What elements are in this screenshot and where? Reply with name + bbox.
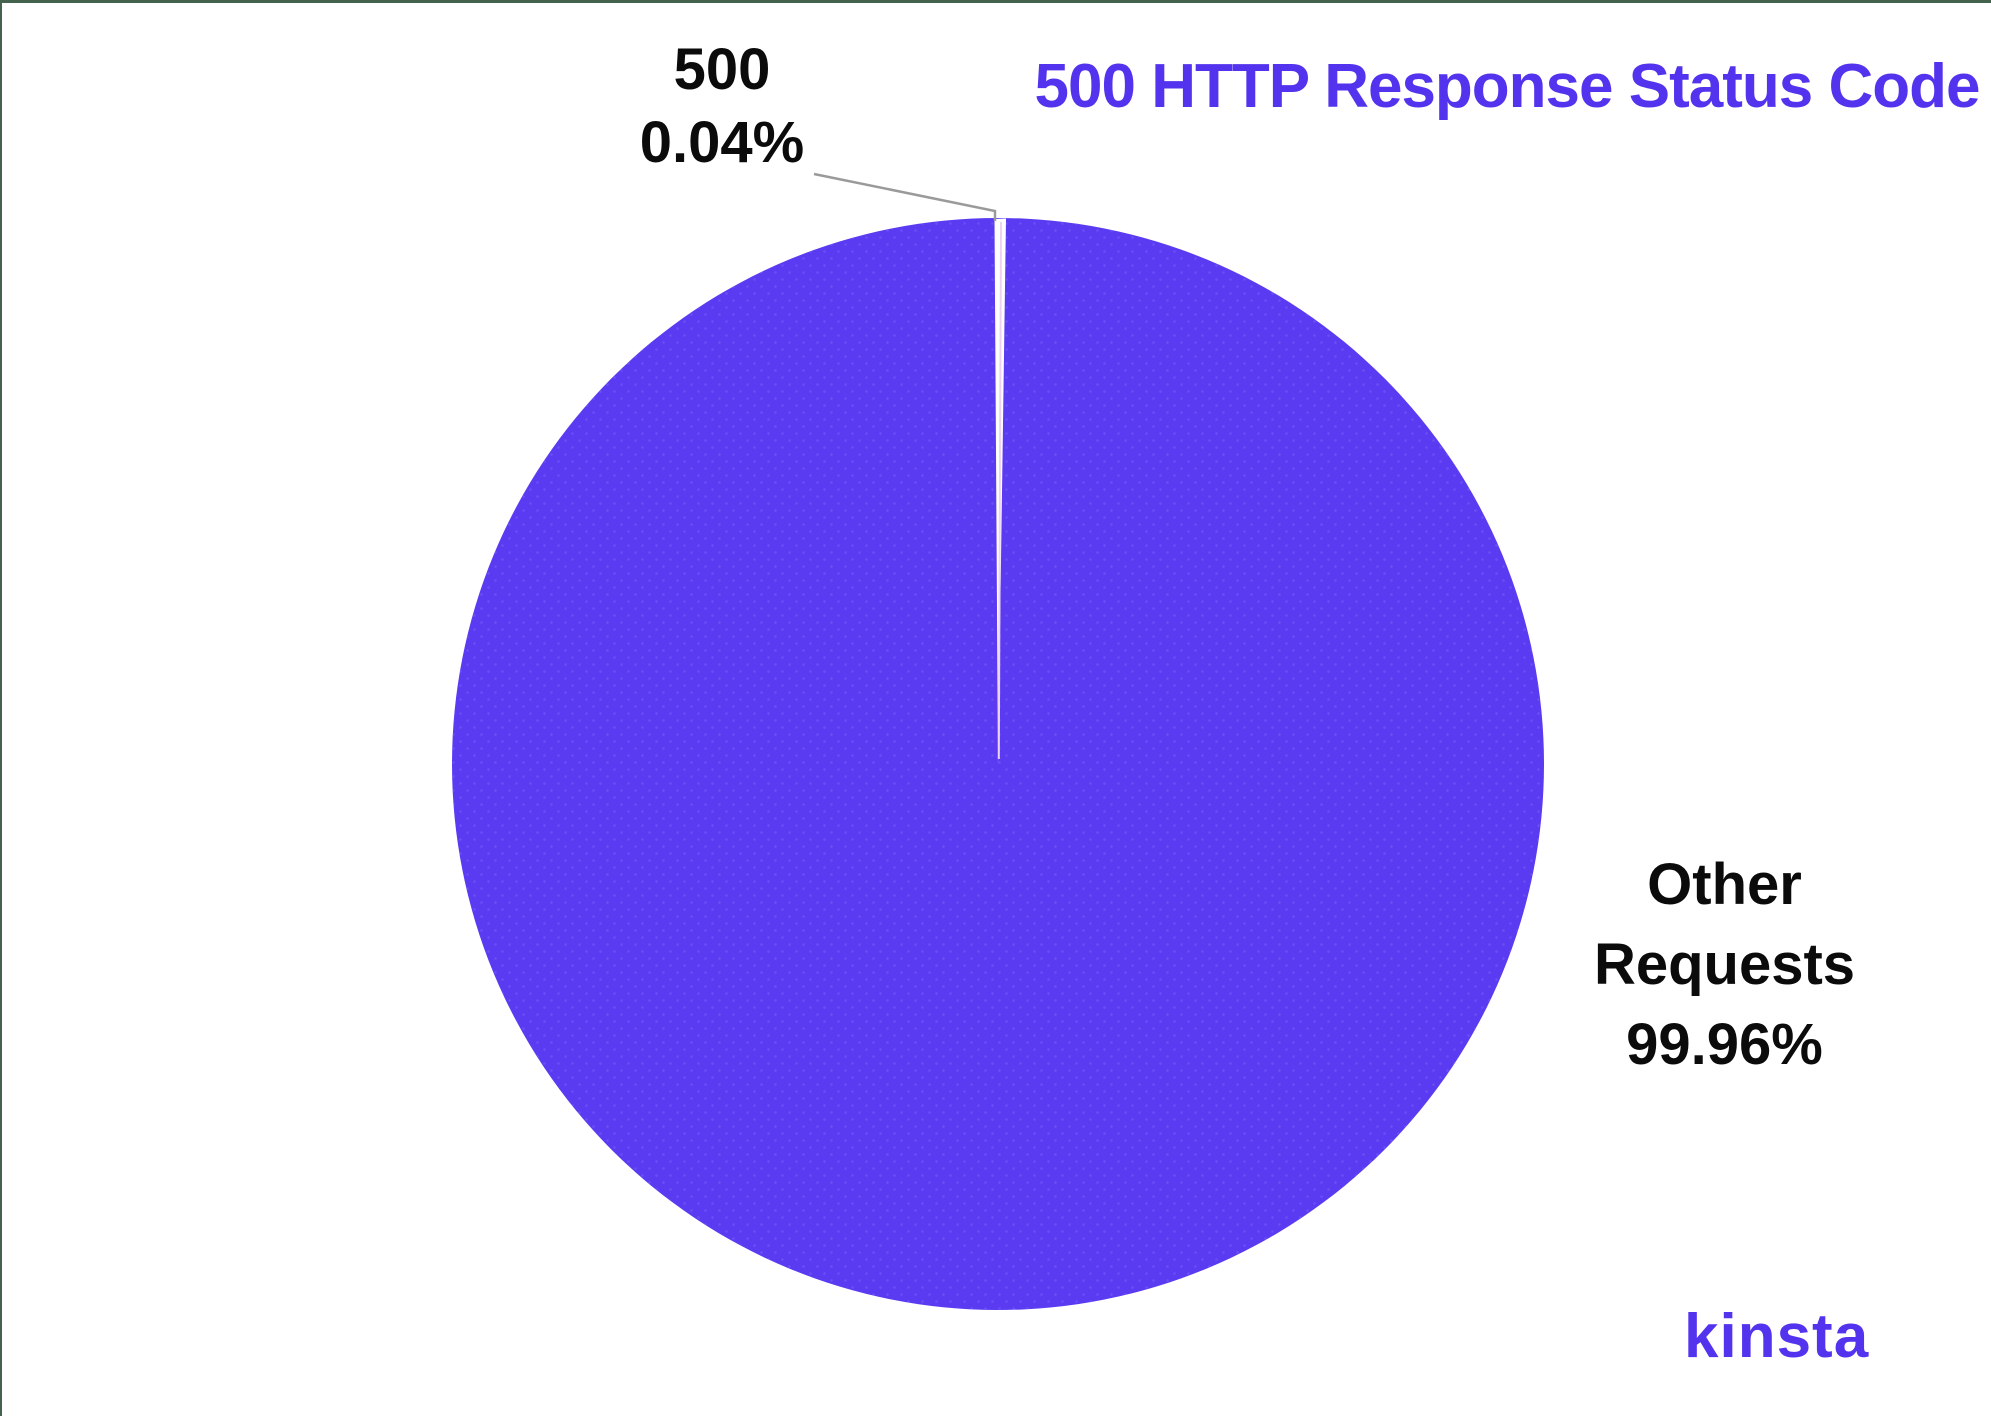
chart-title: 500 HTTP Response Status Code [1034,52,1981,121]
pie-chart [452,172,1544,1310]
slice-callout-500: 500 0.04% [542,33,902,179]
other-label-line2: Requests [1593,932,1856,997]
slice-callout-percent: 0.04% [639,110,805,175]
kinsta-logo: kinsta [1684,1302,1870,1371]
other-label-line1: Other [1647,852,1802,917]
slice-callout-category: 500 [673,37,771,102]
pie-slice-500 [997,221,1002,760]
label-leader-line [813,172,997,221]
other-label-percent: 99.96% [1626,1012,1823,1077]
slice-label-other-requests: Other Requests 99.96% [1567,845,1882,1085]
